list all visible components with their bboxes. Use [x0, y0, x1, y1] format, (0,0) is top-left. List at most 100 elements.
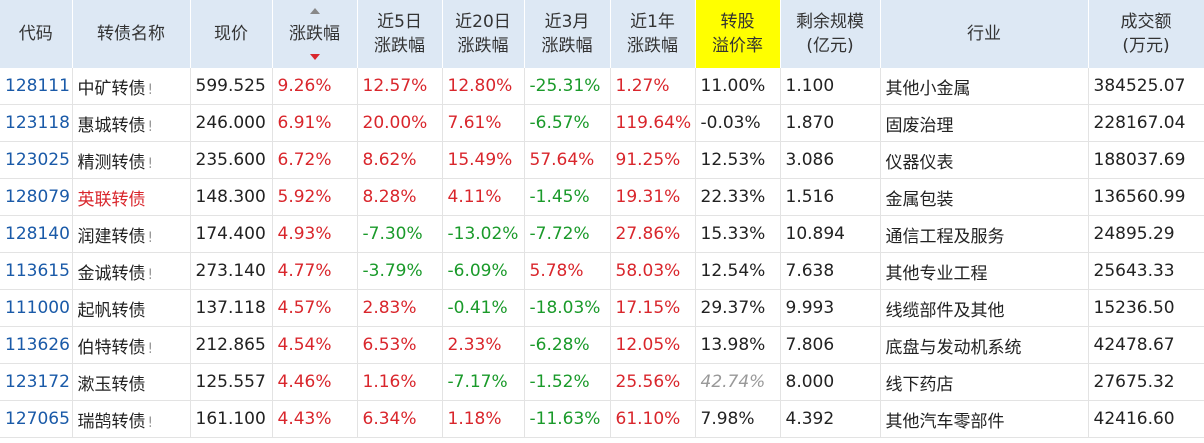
- cell-text: 25.56%: [615, 372, 681, 392]
- cell[interactable]: 113626: [0, 326, 73, 364]
- table-row[interactable]: 113615 金诚转债! 273.140 4.77% -3.79% -6.09% 5.78%…: [0, 252, 1204, 290]
- cell-text: 1.18%: [447, 409, 502, 429]
- cell-text: 123118: [5, 113, 70, 133]
- cell-text: 4.54%: [277, 335, 332, 355]
- cell-text: 4.57%: [277, 298, 332, 318]
- column-header[interactable]: 现价: [190, 0, 273, 68]
- cell-text: 58.03%: [615, 261, 681, 281]
- column-header[interactable]: 剩余规模 (亿元): [780, 0, 881, 68]
- cell[interactable]: 127065: [0, 400, 73, 438]
- cell: 3.086: [780, 141, 881, 179]
- cell: 136560.99: [1088, 178, 1204, 216]
- cell-text: 12.80%: [447, 76, 513, 96]
- table-body: 128111 中矿转债! 599.525 9.26% 12.57% 12.80% -25.3…: [0, 68, 1204, 438]
- column-header[interactable]: 代码: [0, 0, 73, 68]
- cell: 2.83%: [357, 289, 443, 327]
- table-row[interactable]: 128079 英联转债 148.300 5.92% 8.28% 4.11% -1.45% 19…: [0, 178, 1204, 216]
- cell[interactable]: 128140: [0, 215, 73, 253]
- cell: 20.00%: [357, 104, 443, 142]
- cell-text: -3.79%: [362, 261, 423, 281]
- cell[interactable]: 起帆转债: [72, 289, 191, 327]
- cell: 8.62%: [357, 141, 443, 179]
- cell-text: 128140: [5, 224, 70, 244]
- cell-text: 599.525: [195, 76, 266, 96]
- table-row[interactable]: 123025 精测转债! 235.600 6.72% 8.62% 15.49% 57.64%…: [0, 141, 1204, 179]
- column-header[interactable]: 转债名称: [72, 0, 191, 68]
- cell: 4.392: [780, 400, 881, 438]
- column-header[interactable]: 近5日 涨跌幅: [357, 0, 443, 68]
- cell-text: -7.17%: [447, 372, 508, 392]
- sort-arrow-down: [309, 54, 320, 60]
- column-header[interactable]: 近1年 涨跌幅: [610, 0, 696, 68]
- cell: 4.46%: [272, 363, 358, 401]
- column-header[interactable]: 近20日 涨跌幅: [442, 0, 525, 68]
- cell: 174.400: [190, 215, 273, 253]
- cell-text: 113615: [5, 261, 70, 281]
- column-header[interactable]: 近3月 涨跌幅: [524, 0, 611, 68]
- table-row[interactable]: 111000 起帆转债 137.118 4.57% 2.83% -0.41% -18.03%…: [0, 289, 1204, 327]
- cell[interactable]: 漱玉转债: [72, 363, 191, 401]
- cell: 161.100: [190, 400, 273, 438]
- cell: 188037.69: [1088, 141, 1204, 179]
- column-header[interactable]: 涨跌幅: [272, 0, 358, 68]
- cell: 6.72%: [272, 141, 358, 179]
- cell[interactable]: 瑞鹄转债!: [72, 400, 191, 438]
- cell[interactable]: 128079: [0, 178, 73, 216]
- cell-text: 8.000: [785, 372, 835, 392]
- table-row[interactable]: 128140 润建转债! 174.400 4.93% -7.30% -13.02% -7.7…: [0, 215, 1204, 253]
- cell[interactable]: 123172: [0, 363, 73, 401]
- cell: 2.33%: [442, 326, 525, 364]
- cell[interactable]: 123118: [0, 104, 73, 142]
- cell-text: 11.00%: [700, 76, 766, 96]
- cell: 其他小金属: [880, 68, 1089, 105]
- cell-text: 161.100: [195, 409, 266, 429]
- cell[interactable]: 113615: [0, 252, 73, 290]
- cell-text: -11.63%: [529, 409, 601, 429]
- cell[interactable]: 中矿转债!: [72, 68, 191, 105]
- cell[interactable]: 金诚转债!: [72, 252, 191, 290]
- cell-text: 27675.32: [1093, 372, 1175, 392]
- cell-text: 12.54%: [700, 261, 766, 281]
- table-row[interactable]: 127065 瑞鹄转债! 161.100 4.43% 6.34% 1.18% -11.63%…: [0, 400, 1204, 438]
- cell-text: 174.400: [195, 224, 266, 244]
- column-header[interactable]: 行业: [880, 0, 1089, 68]
- column-header[interactable]: 转股 溢价率: [695, 0, 781, 68]
- cell: 其他专业工程: [880, 252, 1089, 290]
- cell[interactable]: 精测转债!: [72, 141, 191, 179]
- cell-text: 148.300: [195, 187, 266, 207]
- cell-text: 15.49%: [447, 150, 513, 170]
- cell-text: 137.118: [195, 298, 266, 318]
- cell[interactable]: 123025: [0, 141, 73, 179]
- table-row[interactable]: 128111 中矿转债! 599.525 9.26% 12.57% 12.80% -25.3…: [0, 68, 1204, 105]
- cell-text: 8.28%: [362, 187, 417, 207]
- cell[interactable]: 英联转债: [72, 178, 191, 216]
- table-row[interactable]: 123172 漱玉转债 125.557 4.46% 1.16% -7.17% -1.52% 2…: [0, 363, 1204, 401]
- cell-text: -0.41%: [447, 298, 508, 318]
- cell-text: 57.64%: [529, 150, 595, 170]
- cell: 12.80%: [442, 68, 525, 105]
- cell: 8.000: [780, 363, 881, 401]
- cell[interactable]: 润建转债!: [72, 215, 191, 253]
- cell: -7.72%: [524, 215, 611, 253]
- cell: 212.865: [190, 326, 273, 364]
- cell: 线缆部件及其他: [880, 289, 1089, 327]
- cell: 13.98%: [695, 326, 781, 364]
- cell: -0.41%: [442, 289, 525, 327]
- cell-text: 线缆部件及其他: [885, 300, 1005, 321]
- cell-text: 125.557: [195, 372, 266, 392]
- cell: 1.16%: [357, 363, 443, 401]
- cell: 12.53%: [695, 141, 781, 179]
- cell-text: -18.03%: [529, 298, 601, 318]
- cell[interactable]: 111000: [0, 289, 73, 327]
- cell: 6.53%: [357, 326, 443, 364]
- cell-text: 金诚转债: [77, 263, 146, 284]
- cell[interactable]: 伯特转债!: [72, 326, 191, 364]
- cell: 384525.07: [1088, 68, 1204, 105]
- table-row[interactable]: 123118 惠城转债! 246.000 6.91% 20.00% 7.61% -6.57%…: [0, 104, 1204, 142]
- cell-text: -1.52%: [529, 372, 590, 392]
- column-header[interactable]: 成交额 (万元): [1088, 0, 1204, 68]
- cell[interactable]: 128111: [0, 68, 73, 105]
- cell[interactable]: 惠城转债!: [72, 104, 191, 142]
- cell-text: 线下药店: [885, 374, 954, 395]
- table-row[interactable]: 113626 伯特转债! 212.865 4.54% 6.53% 2.33% -6.28% 1…: [0, 326, 1204, 364]
